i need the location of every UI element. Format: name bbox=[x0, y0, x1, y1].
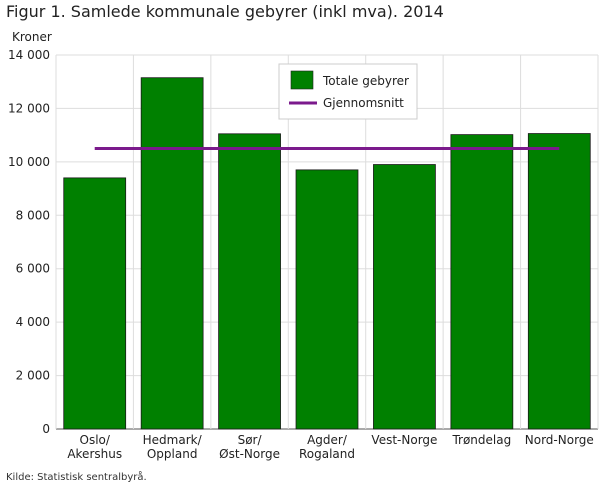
bar bbox=[63, 177, 127, 430]
bar bbox=[295, 169, 359, 430]
bars bbox=[63, 77, 591, 430]
y-axis-label: Kroner bbox=[12, 30, 52, 44]
y-tick-label: 4 000 bbox=[16, 315, 50, 329]
legend-label-line: Gjennomsnitt bbox=[323, 96, 404, 110]
x-tick-label: Nord-Norge bbox=[525, 433, 594, 447]
y-tick-label: 0 bbox=[42, 422, 50, 436]
y-tick-label: 8 000 bbox=[16, 208, 50, 222]
chart-title: Figur 1. Samlede kommunale gebyrer (inkl… bbox=[6, 2, 444, 21]
x-tick-label: Trøndelag bbox=[451, 433, 511, 447]
y-axis-ticks: 0 2 000 4 000 6 000 8 000 10 000 12 000 14 000 bbox=[8, 48, 50, 436]
legend: Totale gebyrer Gjennomsnitt bbox=[278, 63, 418, 120]
legend-label-bars: Totale gebyrer bbox=[322, 74, 409, 88]
y-tick-label: 12 000 bbox=[8, 101, 50, 115]
x-tick-label: Sør/Øst-Norge bbox=[219, 433, 280, 461]
y-tick-label: 14 000 bbox=[8, 48, 50, 62]
legend-swatch-bars bbox=[290, 70, 314, 90]
x-tick-label: Oslo/Akershus bbox=[67, 433, 122, 461]
x-tick-label: Vest-Norge bbox=[371, 433, 437, 447]
bar bbox=[450, 134, 514, 430]
x-tick-label: Hedmark/Oppland bbox=[143, 433, 203, 461]
x-tick-label: Agder/Rogaland bbox=[299, 433, 355, 461]
bar bbox=[527, 133, 591, 430]
bar bbox=[373, 164, 436, 430]
y-tick-label: 2 000 bbox=[16, 369, 50, 383]
y-tick-label: 10 000 bbox=[8, 155, 50, 169]
x-axis-ticks: Oslo/Akershus Hedmark/Oppland Sør/Øst-Norg… bbox=[67, 433, 593, 461]
bar bbox=[218, 133, 281, 430]
bar bbox=[140, 77, 204, 430]
source-note: Kilde: Statistisk sentralbyrå. bbox=[6, 472, 147, 483]
y-tick-label: 6 000 bbox=[16, 262, 50, 276]
